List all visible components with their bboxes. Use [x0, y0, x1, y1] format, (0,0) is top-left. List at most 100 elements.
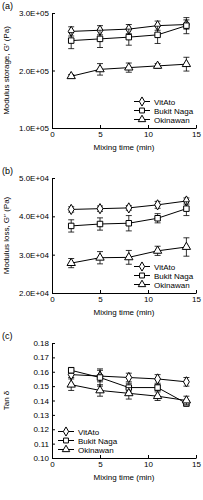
tick: 0.11	[34, 440, 55, 449]
x-axis-title: Mixing time (min)	[94, 308, 155, 317]
marker	[126, 34, 131, 39]
error-bar-cap	[68, 219, 74, 220]
x-axis: 0 5 10 15	[50, 290, 201, 304]
marker	[184, 206, 189, 211]
tick-label: 5.0E+04	[19, 174, 50, 183]
tick-mark	[52, 429, 55, 430]
tick-label: 0	[50, 295, 55, 304]
error-bar-cap	[97, 396, 103, 397]
marker	[125, 253, 133, 260]
panel: 0510152.0E+043.0E+044.0E+045.0E+04(b)Mix…	[2, 166, 201, 317]
tick-mark	[52, 178, 55, 179]
tick-mark	[196, 455, 197, 458]
tick-label: 15	[192, 295, 201, 304]
marker	[97, 204, 103, 214]
tick-mark	[100, 455, 101, 458]
tick-mark	[52, 415, 55, 416]
legend-label: Okinawan	[154, 116, 190, 125]
tick-label: 0.17	[33, 353, 49, 362]
tick: 3.0E+05	[19, 9, 55, 18]
tick: 10	[144, 125, 153, 139]
tick-label: 5	[98, 295, 103, 304]
tick-mark	[52, 372, 55, 373]
error-bar-cap	[183, 71, 189, 72]
x-axis: 051015	[50, 455, 201, 469]
legend-marker	[63, 427, 68, 436]
y-axis: 2.0E+04 3.0E+04 4.0E+04 5.0E+04	[19, 174, 55, 298]
tick-mark	[52, 13, 55, 14]
plot-area	[67, 367, 191, 406]
tick-mark	[148, 290, 149, 293]
tick: 15	[192, 290, 201, 304]
tick: 5	[98, 125, 103, 139]
error-bar-cap	[68, 390, 74, 391]
tick-mark	[52, 401, 55, 402]
marker	[67, 380, 75, 387]
marker	[96, 65, 104, 72]
tick-label: 4.0E+04	[19, 212, 50, 221]
panel: 0510151.0E+052.0E+053.0E+05(a)Mixing tim…	[2, 1, 201, 152]
tick: 10	[144, 290, 153, 304]
legend-item: Bukit Naga	[134, 272, 194, 281]
error-bar-cap	[155, 255, 161, 256]
tick-label: 0.18	[33, 339, 49, 348]
error-bar-cap	[68, 267, 74, 268]
error-bar-cap	[183, 215, 189, 216]
tick-label: 2.0E+04	[19, 289, 50, 298]
tick-label: 0.15	[33, 382, 49, 391]
marker	[67, 258, 75, 265]
marker	[183, 377, 189, 387]
error-bar-cap	[183, 404, 189, 405]
tick-label: 2.0E+05	[19, 67, 50, 76]
tick: 5.0E+04	[19, 174, 55, 183]
marker	[155, 374, 161, 384]
legend-marker	[139, 97, 144, 106]
marker	[125, 389, 133, 396]
marker	[153, 391, 161, 398]
tick-mark	[52, 216, 55, 217]
legend-label: Okinawan	[154, 281, 190, 290]
legend-item: VitAto	[58, 427, 100, 437]
legend-label: Okinawan	[78, 446, 114, 455]
tick-mark	[196, 125, 197, 128]
error-bar	[155, 214, 161, 223]
plot-area	[67, 196, 191, 268]
error-bar	[126, 29, 132, 45]
marker	[96, 253, 104, 260]
legend-label: Bukit Naga	[154, 272, 194, 281]
y-axis-title: Modulus storage, G′ (Pa)	[2, 26, 11, 115]
tick-mark	[52, 128, 55, 129]
tick-label: 3.0E+05	[19, 9, 50, 18]
marker	[182, 242, 190, 249]
tick: 0.12	[33, 425, 55, 434]
marker	[155, 200, 161, 210]
marker	[125, 63, 133, 70]
tick: 0.17	[33, 353, 55, 362]
error-bar	[183, 378, 189, 387]
marker	[126, 203, 132, 213]
tick-label: 5	[98, 130, 103, 139]
error-bar-cap	[97, 230, 103, 231]
error-bar-cap	[183, 237, 189, 238]
tick: 2.0E+05	[19, 67, 55, 76]
tick-label: 15	[192, 460, 201, 469]
marker	[68, 368, 73, 373]
marker	[68, 204, 74, 214]
x-axis-title: Mixing time (min)	[94, 473, 155, 482]
legend-label: Bukit Naga	[78, 437, 118, 446]
legend-marker	[139, 262, 144, 271]
tick-mark	[100, 290, 101, 293]
legend-label: Bukit Naga	[154, 107, 194, 116]
panel: 0510150.100.110.120.130.140.150.160.170.…	[2, 331, 201, 482]
legend-item: Okinawan	[58, 445, 114, 454]
tick: 15	[192, 125, 201, 139]
error-bar-cap	[126, 45, 132, 46]
error-bar-cap	[126, 215, 132, 216]
x-axis: 051015	[50, 125, 201, 139]
y-axis: 0.100.110.120.130.140.150.160.170.18	[33, 339, 55, 463]
tick: 3.0E+04	[19, 251, 55, 260]
tick-label: 10	[144, 460, 153, 469]
error-bar-cap	[126, 72, 132, 73]
tick: 1.0E+05	[19, 124, 55, 133]
error-bar-cap	[126, 383, 132, 384]
